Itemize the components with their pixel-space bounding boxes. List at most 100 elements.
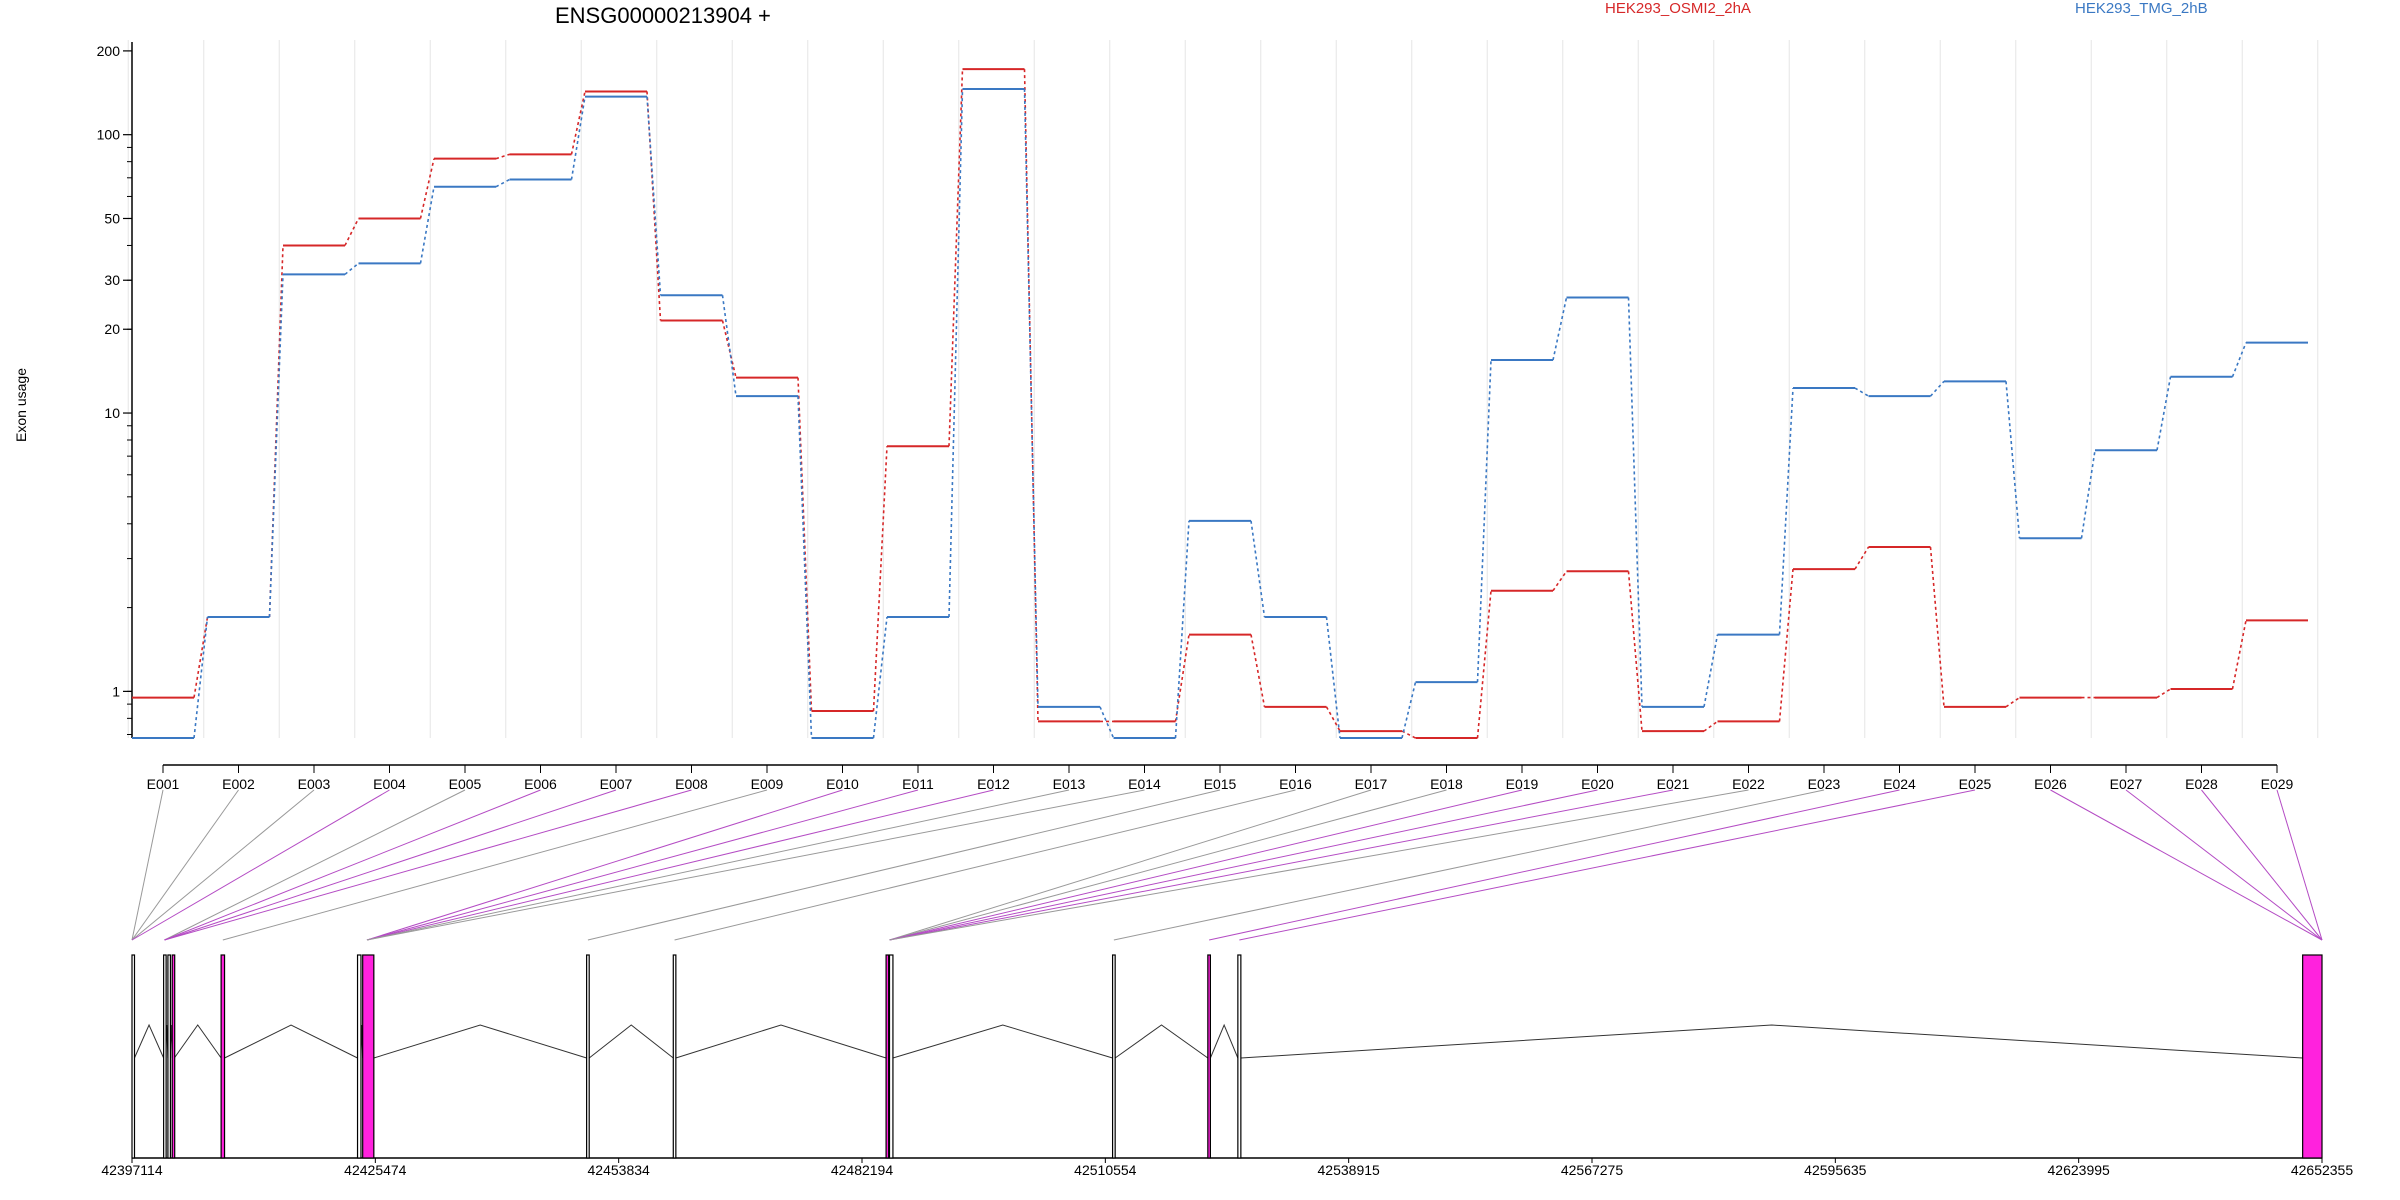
genome-coord-label: 42623995 [2048,1162,2111,1178]
series-connector [495,153,510,160]
x-tick-label: E027 [2110,776,2143,792]
connector-line [2201,789,2323,941]
x-tick-label: E018 [1430,776,1463,792]
series-connector [2005,696,2020,708]
series-connector [1401,730,1416,739]
series-connector [1401,681,1417,739]
gene-model: 42397114 42425474 42453834 42482194 42510554… [101,954,2353,1178]
x-tick-label: E019 [1506,776,1539,792]
connector-line [889,789,1447,941]
exon-block-E009 [672,954,677,1159]
connector-line [2125,789,2323,941]
x-tick-label: E003 [298,776,331,792]
series-connector [1476,360,1492,683]
series-connector [1023,88,1039,707]
series-connector [1250,520,1266,618]
series-connector [1778,569,1794,722]
connector-line [2276,789,2323,941]
series-connector [1627,571,1643,732]
y-tick-label: 50 [104,210,120,226]
genome-coord-label: 42425474 [344,1162,407,1178]
series-connector [1476,590,1492,739]
exon-block-E008 [586,954,590,1159]
exon-block-E013 [1207,954,1212,1159]
series-connector [344,262,360,275]
series-connector [721,295,737,397]
chart-title: ENSG00000213904 + [555,3,771,28]
x-tick-label: E016 [1279,776,1312,792]
exon-block-E002 [163,954,167,1159]
series-connector [1174,634,1190,722]
connector-line [131,789,315,941]
connector-line [2050,789,2323,941]
genome-coord-label: 42567275 [1561,1162,1624,1178]
connector-line [164,789,692,941]
x-tick-label: E024 [1883,776,1916,792]
series-connector [797,396,813,739]
series-connector [1174,520,1190,739]
series-connector [2156,688,2171,699]
series-connector [1099,706,1115,739]
genome-coord-label: 42482194 [831,1162,894,1178]
x-tick-label: E023 [1808,776,1841,792]
series-connector [1854,546,1870,570]
series-connector [872,616,888,739]
series-connector [948,69,964,447]
x-tick-label: E028 [2185,776,2218,792]
x-tick-label: E006 [524,776,557,792]
series-connector [419,186,435,264]
connector-line [164,789,617,941]
intron-line [1240,1024,2303,1059]
series-connector [1627,297,1643,707]
y-tick-label: 30 [104,272,120,288]
x-tick-label: E017 [1355,776,1388,792]
exon-connectors [131,789,2323,941]
intron-line [373,1024,587,1059]
connector-line [366,789,843,941]
series-connector [2231,342,2247,378]
intron-line [224,1024,358,1059]
intron-line [1209,1023,1239,1059]
series-connector [1778,387,1794,635]
axes: 1 10 20 30 50 100 200 E001 E002 E003 E004 E005 E006 E… [97,42,2294,792]
x-tick-label: E010 [826,776,859,792]
series-connector [1325,706,1341,732]
series-connector [419,158,435,219]
exon-block-E010 [885,954,890,1159]
exon-block-E014 [1237,954,1242,1159]
intron-line [892,1024,1113,1059]
connector-line [366,789,1145,941]
exon-block-E004 [171,954,176,1159]
connector-line [1209,789,1900,941]
series-connector [268,274,284,618]
connector-line [164,789,541,941]
genome-coord-label: 42595635 [1804,1162,1867,1178]
connector-line [889,789,1674,941]
intron-line [675,1024,887,1059]
x-tick-label: E022 [1732,776,1765,792]
connector-line [1113,789,1825,941]
x-tick-label: E002 [222,776,255,792]
connector-line [587,789,1221,941]
series-connector [1552,570,1568,592]
intron-line [133,1023,165,1059]
y-tick-label: 10 [104,405,120,421]
exon-block-E001 [131,954,136,1159]
exon-block-E011 [888,954,894,1159]
series-connector [1854,387,1869,397]
exon-block-E015 [2302,954,2323,1159]
connector-line [366,789,1070,941]
x-tick-label: E013 [1053,776,1086,792]
y-tick-label: 200 [97,43,121,59]
genome-coord-label: 42538915 [1318,1162,1381,1178]
series-connector [1703,634,1719,707]
x-tick-label: E026 [2034,776,2067,792]
exon-block-E003 [167,954,172,1159]
connector-line [222,789,768,941]
series-HEK293_OSMI2_2hA [132,68,2308,739]
x-tick-label: E020 [1581,776,1614,792]
x-tick-label: E021 [1657,776,1690,792]
series-connector [948,88,964,618]
genome-coord-label: 42453834 [588,1162,651,1178]
series-connector [1929,380,1945,397]
